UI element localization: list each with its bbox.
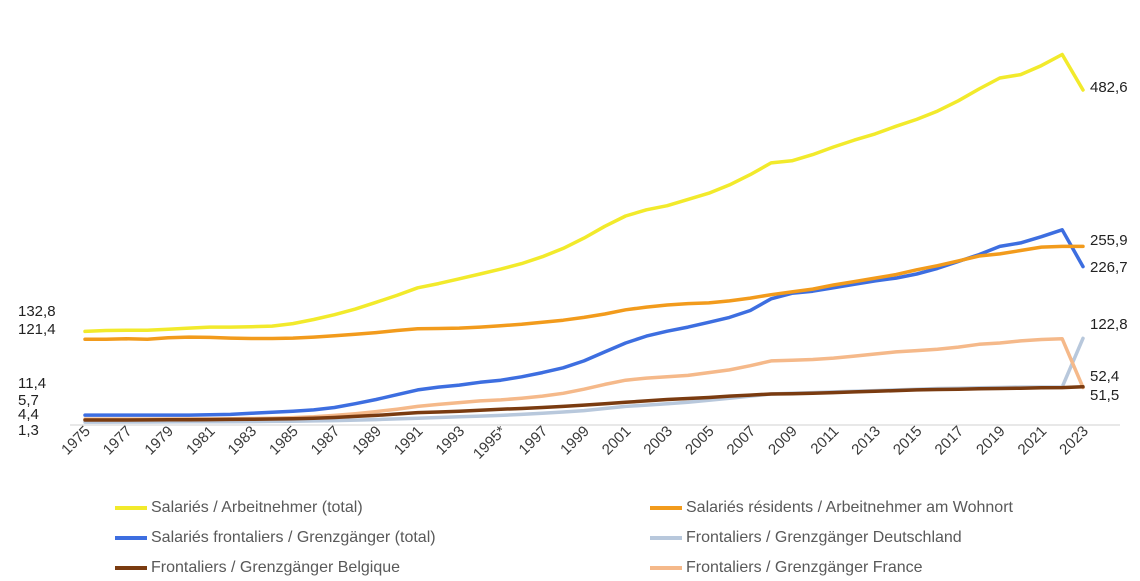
x-axis-ticks: 1975 1977 1979 1981 1983 1985 1987 1989 1991 1993… bbox=[58, 423, 1092, 463]
end-value-label: 255,9 bbox=[1090, 232, 1128, 249]
legend-item-frontaliers-belgique: Frontaliers / Grenzgänger Belgique bbox=[115, 557, 400, 579]
start-value-label: 4,4 bbox=[18, 406, 39, 423]
legend-label: Salariés frontaliers / Grenzgänger (tota… bbox=[151, 529, 436, 546]
x-tick-label: 2001 bbox=[599, 423, 635, 459]
x-tick-label: 2011 bbox=[807, 423, 842, 458]
x-tick-label: 1989 bbox=[349, 423, 385, 459]
line-chart: 1975 1977 1979 1981 1983 1985 1987 1989 1991 1993… bbox=[18, 52, 1128, 463]
legend-swatch bbox=[650, 506, 682, 510]
x-tick-label: 2021 bbox=[1015, 423, 1051, 459]
x-tick-label: 1987 bbox=[308, 423, 344, 459]
end-value-label: 226,7 bbox=[1090, 259, 1128, 276]
x-tick-label: 1981 bbox=[183, 423, 219, 459]
x-tick-label: 1999 bbox=[557, 423, 593, 459]
start-value-label: 121,4 bbox=[18, 321, 56, 338]
x-tick-label: 1985 bbox=[266, 423, 302, 459]
legend-swatch bbox=[115, 506, 147, 510]
end-value-label: 482,6 bbox=[1090, 79, 1128, 96]
x-tick-label: 2003 bbox=[640, 423, 676, 459]
legend-swatch bbox=[115, 566, 147, 570]
frontaliers-total-line bbox=[83, 228, 1085, 417]
x-tick-label: 1997 bbox=[516, 423, 552, 459]
legend-item-salaries-residents: Salariés résidents / Arbeitnehmer am Woh… bbox=[650, 497, 1013, 519]
salaries-residents-line bbox=[83, 244, 1085, 341]
legend-label: Frontaliers / Grenzgänger Belgique bbox=[151, 559, 401, 576]
legend-label: Frontaliers / Grenzgänger France bbox=[686, 559, 923, 576]
x-tick-label: 1983 bbox=[225, 423, 261, 459]
legend-item-salaries-total: Salariés / Arbeitnehmer (total) bbox=[115, 497, 363, 519]
legend: Salariés / Arbeitnehmer (total) Salariés… bbox=[0, 490, 1140, 580]
legend-label: Frontaliers / Grenzgänger Deutschland bbox=[686, 529, 962, 546]
legend-item-frontaliers-deutschland: Frontaliers / Grenzgänger Deutschland bbox=[650, 527, 962, 549]
end-value-label: 122,8 bbox=[1090, 316, 1128, 333]
x-tick-label: 1995* bbox=[470, 423, 510, 463]
salaries-total-line bbox=[83, 52, 1085, 334]
x-tick-label: 1993 bbox=[433, 423, 469, 459]
x-tick-label: 2023 bbox=[1056, 423, 1092, 459]
legend-item-frontaliers-france: Frontaliers / Grenzgänger France bbox=[650, 557, 923, 579]
x-tick-label: 2013 bbox=[848, 423, 884, 459]
x-tick-label: 2005 bbox=[682, 423, 718, 459]
x-tick-label: 2007 bbox=[724, 423, 760, 459]
start-value-label: 5,7 bbox=[18, 392, 39, 409]
x-tick-label: 2009 bbox=[765, 423, 801, 459]
legend-swatch bbox=[650, 536, 682, 540]
frontaliers-france-line bbox=[83, 337, 1085, 421]
series-lines bbox=[83, 52, 1085, 424]
frontaliers-belgique-line bbox=[83, 385, 1085, 422]
x-tick-label: 1977 bbox=[100, 423, 136, 459]
end-value-label: 51,5 bbox=[1090, 387, 1119, 404]
legend-label: Salariés / Arbeitnehmer (total) bbox=[151, 499, 363, 516]
x-tick-label: 1991 bbox=[391, 423, 427, 459]
start-value-label: 1,3 bbox=[18, 422, 39, 439]
start-value-label: 132,8 bbox=[18, 303, 56, 320]
end-value-label: 52,4 bbox=[1090, 368, 1119, 385]
x-tick-label: 1979 bbox=[141, 423, 177, 459]
legend-swatch bbox=[650, 566, 682, 570]
x-tick-label: 2017 bbox=[932, 423, 968, 459]
legend-label: Salariés résidents / Arbeitnehmer am Woh… bbox=[686, 499, 1013, 516]
start-value-label: 11,4 bbox=[18, 375, 46, 392]
x-tick-label: 1975 bbox=[58, 423, 94, 459]
legend-item-frontaliers-total: Salariés frontaliers / Grenzgänger (tota… bbox=[115, 527, 436, 549]
x-tick-label: 2015 bbox=[890, 423, 926, 459]
legend-swatch bbox=[115, 536, 147, 540]
x-tick-label: 2019 bbox=[973, 423, 1009, 459]
